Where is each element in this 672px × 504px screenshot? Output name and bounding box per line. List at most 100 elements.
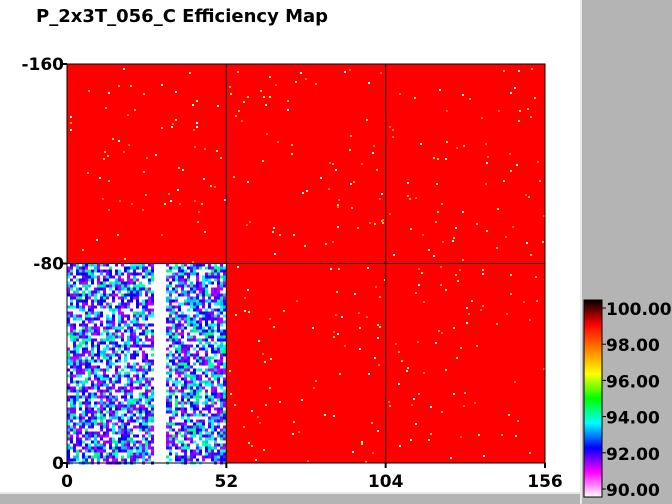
heatmap-cell: [217, 431, 220, 435]
heatmap-cell: [151, 407, 154, 411]
heatmap-cell: [112, 425, 115, 429]
dead-pixel: [518, 70, 520, 72]
heatmap-cell: [76, 368, 79, 372]
heatmap-cell: [121, 419, 124, 423]
heatmap-cell: [172, 341, 175, 345]
dead-pixel: [233, 176, 235, 178]
heatmap-cell: [220, 443, 223, 447]
heatmap-cell: [73, 350, 76, 354]
heatmap-cell: [76, 365, 79, 369]
heatmap-cell: [151, 311, 154, 315]
dead-pixel: [105, 107, 107, 109]
heatmap-cell: [91, 350, 94, 354]
heatmap-cell: [193, 431, 196, 435]
dead-pixel: [531, 68, 533, 70]
heatmap-cell: [217, 443, 220, 447]
heatmap-cell: [166, 329, 169, 333]
heatmap-cell: [109, 326, 112, 330]
heatmap-cell: [205, 455, 208, 459]
heatmap-cell: [100, 434, 103, 438]
heatmap-cell: [112, 422, 115, 426]
heatmap-cell: [100, 338, 103, 342]
heatmap-cell: [85, 410, 88, 414]
heatmap-cell: [136, 317, 139, 321]
heatmap-cell: [115, 416, 118, 420]
heatmap-cell: [73, 263, 76, 267]
bottom-scrollbar[interactable]: [0, 492, 580, 504]
heatmap-cell: [76, 293, 79, 297]
heatmap-cell: [94, 314, 97, 318]
heatmap-cell: [151, 329, 154, 333]
heatmap-cell: [148, 272, 151, 276]
heatmap-cell: [88, 410, 91, 414]
heatmap-cell: [79, 419, 82, 423]
heatmap-cell: [79, 344, 82, 348]
heatmap-cell: [187, 359, 190, 363]
heatmap-cell: [205, 314, 208, 318]
heatmap-cell: [217, 293, 220, 297]
heatmap-cell: [193, 362, 196, 366]
heatmap-cell: [184, 413, 187, 417]
dead-pixel: [410, 439, 412, 441]
heatmap-cell: [115, 446, 118, 450]
heatmap-cell: [103, 326, 106, 330]
heatmap-cell: [124, 341, 127, 345]
heatmap-cell: [211, 344, 214, 348]
heatmap-cell: [223, 335, 226, 339]
heatmap-cell: [127, 371, 130, 375]
heatmap-cell: [76, 296, 79, 300]
heatmap-cell: [130, 458, 133, 462]
heatmap-cell: [97, 290, 100, 294]
heatmap-cell: [211, 404, 214, 408]
heatmap-cell: [193, 449, 196, 453]
heatmap-cell: [133, 269, 136, 273]
heatmap-cell: [94, 317, 97, 321]
heatmap-cell: [130, 368, 133, 372]
heatmap-cell: [181, 440, 184, 444]
heatmap-cell: [67, 410, 70, 414]
heatmap-cell: [136, 410, 139, 414]
heatmap-cell: [136, 344, 139, 348]
heatmap-cell: [184, 362, 187, 366]
heatmap-cell: [184, 320, 187, 324]
heatmap-cell: [220, 284, 223, 288]
heatmap-cell: [208, 266, 211, 270]
heatmap-cell: [85, 413, 88, 417]
heatmap-cell: [214, 407, 217, 411]
heatmap-cell: [205, 434, 208, 438]
heatmap-cell: [85, 284, 88, 288]
heatmap-cell: [172, 275, 175, 279]
heatmap-cell: [169, 389, 172, 393]
dead-pixel: [378, 364, 380, 366]
heatmap-cell: [97, 353, 100, 357]
heatmap-cell: [136, 338, 139, 342]
heatmap-cell: [166, 446, 169, 450]
heatmap-cell: [88, 305, 91, 309]
heatmap-cell: [142, 443, 145, 447]
heatmap-cell: [175, 395, 178, 399]
heatmap-cell: [130, 320, 133, 324]
heatmap-cell: [103, 458, 106, 462]
dead-pixel: [123, 68, 125, 70]
dead-pixel: [312, 327, 314, 329]
heatmap-cell: [220, 335, 223, 339]
heatmap-cell: [103, 269, 106, 273]
heatmap-cell: [193, 329, 196, 333]
heatmap-cell: [169, 353, 172, 357]
dead-pixel: [118, 140, 120, 142]
heatmap-cell: [214, 365, 217, 369]
heatmap-cell: [100, 449, 103, 453]
heatmap-cell: [172, 392, 175, 396]
heatmap-cell: [169, 305, 172, 309]
heatmap-cell: [76, 458, 79, 462]
heatmap-cell: [220, 368, 223, 372]
heatmap-cell: [91, 368, 94, 372]
heatmap-cell: [169, 401, 172, 405]
dead-pixel: [367, 267, 369, 269]
heatmap-cell: [178, 272, 181, 276]
heatmap-cell: [70, 404, 73, 408]
dead-pixel: [395, 343, 397, 345]
dead-pixel: [505, 236, 507, 238]
heatmap-cell: [136, 350, 139, 354]
heatmap-cell: [148, 395, 151, 399]
